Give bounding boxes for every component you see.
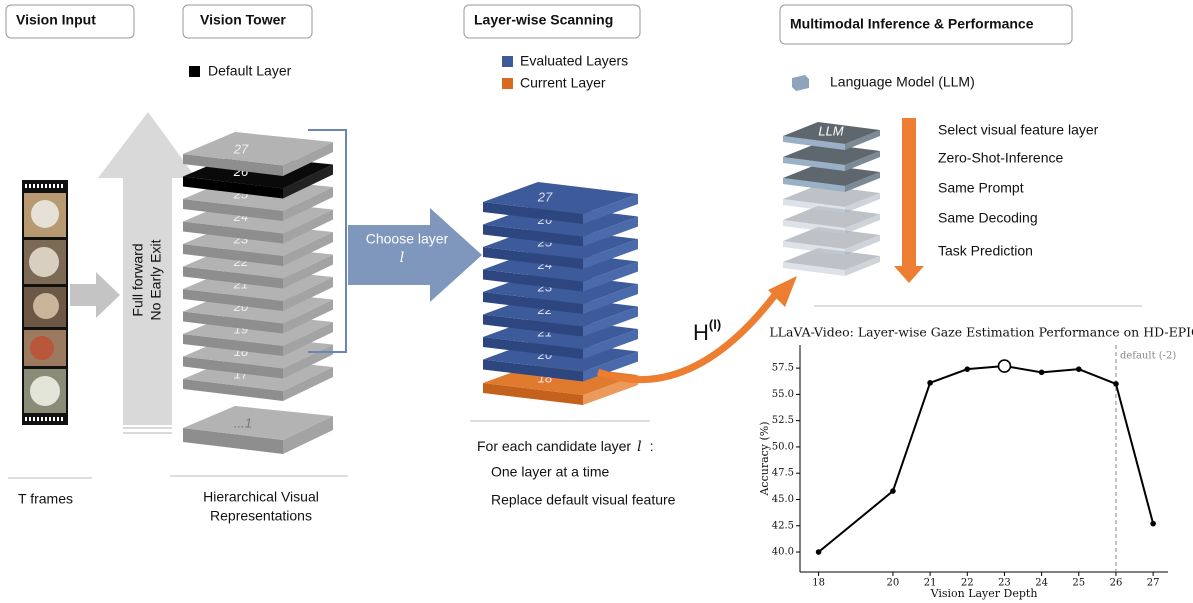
choose-arrow	[348, 208, 482, 302]
section-title: Layer-wise Scanning	[474, 12, 613, 28]
data-point	[816, 549, 822, 555]
arrow-head	[894, 266, 924, 283]
note: One layer at a time	[491, 464, 609, 480]
series-line	[819, 366, 1154, 552]
arrow-text: No Early Exit	[148, 239, 164, 320]
layer-label: LLM	[818, 123, 843, 138]
feature-base: H	[693, 320, 709, 345]
x-tick-label: 27	[1147, 578, 1160, 589]
y-axis-label: Accuracy (%)	[758, 421, 771, 496]
film-strip	[22, 180, 68, 425]
steps: Select visual feature layer Zero-Shot-Inf…	[938, 122, 1099, 259]
note-text: For each candidate layer	[477, 438, 631, 454]
x-axis-label: Vision Layer Depth	[930, 587, 1038, 600]
data-point	[927, 380, 933, 386]
y-tick-label: 40.0	[772, 547, 794, 558]
diagram: Vision Input Vision Tower Layer-wise Sca…	[0, 0, 1193, 603]
note-text: :	[650, 438, 654, 454]
caption: T frames	[18, 491, 73, 507]
legend-icon	[792, 75, 809, 91]
legend-swatch	[502, 78, 513, 89]
y-tick-label: 50.0	[772, 441, 794, 452]
step-text: Task Prediction	[938, 243, 1033, 259]
chart-title: LLaVA-Video: Layer-wise Gaze Estimation …	[769, 325, 1193, 340]
note-symbol: l	[637, 439, 641, 455]
data-point	[1150, 521, 1156, 527]
y-tick-label: 45.0	[772, 494, 794, 505]
step-text: Same Decoding	[938, 210, 1038, 226]
chart: LLaVA-Video: Layer-wise Gaze Estimation …	[758, 325, 1193, 601]
data-point	[1113, 381, 1119, 387]
legend-swatch	[502, 56, 513, 67]
data-point	[890, 488, 896, 494]
body: Vision Input Vision Tower Layer-wise Sca…	[0, 0, 1193, 603]
y-tick-label: 42.5	[772, 520, 794, 531]
layer-label: 27	[233, 141, 249, 156]
note: For each candidate layer l:	[477, 438, 653, 455]
x-tick-label: 26	[1110, 578, 1123, 589]
page: Layer-wise Scanning {"vision_input": {"t…	[0, 0, 1193, 603]
data-point	[1076, 366, 1082, 372]
default-label: default (-2)	[1120, 351, 1176, 362]
layer-label: ...1	[234, 415, 252, 430]
data-point	[1039, 370, 1045, 376]
legend-label: Language Model (LLM)	[830, 74, 975, 90]
step-text: Same Prompt	[938, 180, 1024, 196]
x-tick-label: 18	[812, 578, 825, 589]
data-point	[964, 366, 970, 372]
llm-stack: LLM	[783, 122, 880, 276]
arrow-symbol: l	[400, 250, 404, 266]
legend-label: Evaluated Layers	[520, 53, 628, 69]
legend-label: Default Layer	[208, 63, 292, 79]
layer-label: 27	[537, 189, 553, 204]
feature-label: H(l)	[693, 317, 721, 344]
section-title: Vision Input	[16, 12, 96, 28]
legend-swatch	[189, 66, 200, 77]
legend-label: Current Layer	[520, 75, 606, 91]
x-tick-label: 25	[1072, 578, 1085, 589]
section-title: Vision Tower	[200, 12, 286, 28]
caption: Hierarchical Visual	[203, 489, 319, 505]
arrow-text: Choose layer	[366, 231, 449, 247]
note: Replace default visual feature	[491, 492, 676, 508]
input-arrow	[70, 272, 120, 318]
step-text: Zero-Shot-Inference	[938, 150, 1063, 166]
llm-layer: LLM	[783, 122, 880, 150]
step-arrow	[902, 118, 916, 268]
step-text: Select visual feature layer	[938, 122, 1099, 138]
y-tick-label: 52.5	[772, 415, 794, 426]
x-tick-label: 20	[887, 578, 900, 589]
y-tick-label: 47.5	[772, 468, 794, 479]
section-title: Multimodal Inference & Performance	[790, 16, 1034, 32]
y-tick-label: 55.0	[772, 389, 794, 400]
y-tick-label: 57.5	[772, 363, 794, 374]
data-point	[998, 360, 1010, 372]
caption: Representations	[210, 508, 312, 524]
feature-superscript: (l)	[709, 317, 721, 332]
arrow-text: Full forward	[130, 243, 146, 316]
